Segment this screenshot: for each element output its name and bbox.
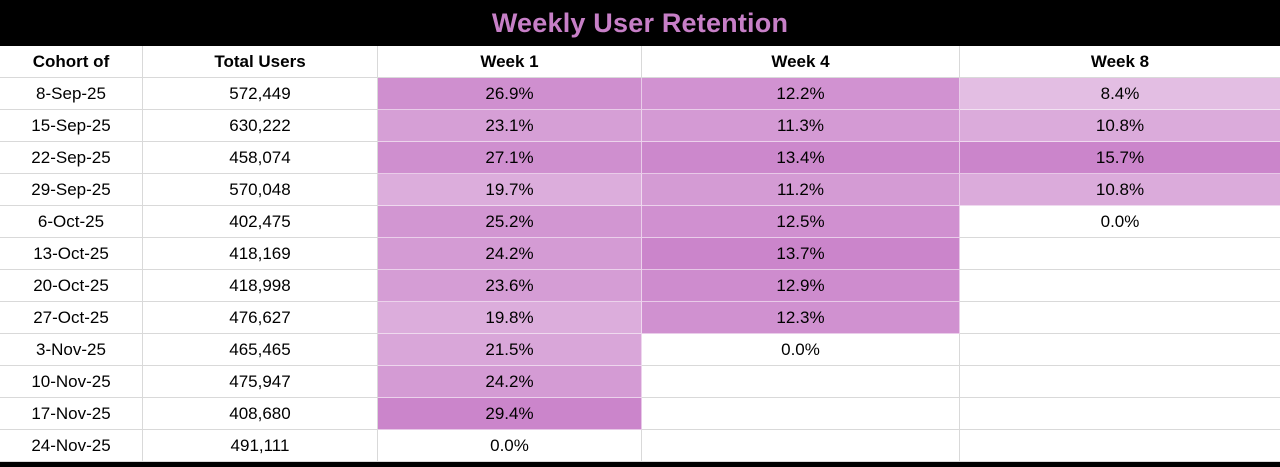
table-row: 8-Sep-25 572,449 26.9% 12.2% 8.4% xyxy=(0,78,1280,110)
cell-week4-retention: 12.2% xyxy=(642,78,960,110)
cell-cohort-date: 15-Sep-25 xyxy=(0,110,143,142)
cell-total-users: 465,465 xyxy=(143,334,378,366)
cell-total-users: 570,048 xyxy=(143,174,378,206)
cell-week8-retention xyxy=(960,430,1280,462)
cell-week1-retention: 25.2% xyxy=(378,206,642,238)
cell-week1-retention: 19.7% xyxy=(378,174,642,206)
column-header-week-1: Week 1 xyxy=(378,46,642,78)
cell-total-users: 458,074 xyxy=(143,142,378,174)
cell-week1-retention: 24.2% xyxy=(378,366,642,398)
table-row: 27-Oct-25 476,627 19.8% 12.3% xyxy=(0,302,1280,334)
cell-cohort-date: 13-Oct-25 xyxy=(0,238,143,270)
cell-week4-retention: 12.5% xyxy=(642,206,960,238)
table-header-row: Cohort of Total Users Week 1 Week 4 Week 8 xyxy=(0,46,1280,78)
cell-cohort-date: 3-Nov-25 xyxy=(0,334,143,366)
table-row: 15-Sep-25 630,222 23.1% 11.3% 10.8% xyxy=(0,110,1280,142)
cell-cohort-date: 10-Nov-25 xyxy=(0,366,143,398)
cell-total-users: 491,111 xyxy=(143,430,378,462)
table-title: Weekly User Retention xyxy=(491,7,789,38)
cell-cohort-date: 20-Oct-25 xyxy=(0,270,143,302)
cell-total-users: 418,998 xyxy=(143,270,378,302)
cell-cohort-date: 6-Oct-25 xyxy=(0,206,143,238)
bottom-black-bar xyxy=(0,462,1280,467)
table-body: 8-Sep-25 572,449 26.9% 12.2% 8.4% 15-Sep-25 63… xyxy=(0,78,1280,462)
table-row: 24-Nov-25 491,111 0.0% xyxy=(0,430,1280,462)
cell-week1-retention: 23.6% xyxy=(378,270,642,302)
cell-total-users: 475,947 xyxy=(143,366,378,398)
column-header-cohort-of: Cohort of xyxy=(0,46,143,78)
cell-week4-retention: 13.4% xyxy=(642,142,960,174)
cell-week8-retention xyxy=(960,334,1280,366)
cell-week1-retention: 24.2% xyxy=(378,238,642,270)
cell-cohort-date: 22-Sep-25 xyxy=(0,142,143,174)
cell-week8-retention xyxy=(960,238,1280,270)
cell-total-users: 418,169 xyxy=(143,238,378,270)
cell-week4-retention xyxy=(642,398,960,430)
table-row: 17-Nov-25 408,680 29.4% xyxy=(0,398,1280,430)
cell-week4-retention: 0.0% xyxy=(642,334,960,366)
table-row: 20-Oct-25 418,998 23.6% 12.9% xyxy=(0,270,1280,302)
cell-week1-retention: 27.1% xyxy=(378,142,642,174)
column-header-total-users: Total Users xyxy=(143,46,378,78)
cell-total-users: 402,475 xyxy=(143,206,378,238)
cell-week8-retention: 10.8% xyxy=(960,110,1280,142)
cell-week1-retention: 29.4% xyxy=(378,398,642,430)
cell-week8-retention: 15.7% xyxy=(960,142,1280,174)
column-header-week-4: Week 4 xyxy=(642,46,960,78)
cell-total-users: 572,449 xyxy=(143,78,378,110)
cell-week4-retention: 11.3% xyxy=(642,110,960,142)
cell-cohort-date: 27-Oct-25 xyxy=(0,302,143,334)
cell-week4-retention: 11.2% xyxy=(642,174,960,206)
cell-week4-retention xyxy=(642,366,960,398)
column-header-week-8: Week 8 xyxy=(960,46,1280,78)
cell-cohort-date: 24-Nov-25 xyxy=(0,430,143,462)
cell-week8-retention: 10.8% xyxy=(960,174,1280,206)
cell-total-users: 408,680 xyxy=(143,398,378,430)
table-row: 3-Nov-25 465,465 21.5% 0.0% xyxy=(0,334,1280,366)
cell-week4-retention: 13.7% xyxy=(642,238,960,270)
cell-week8-retention xyxy=(960,398,1280,430)
table-row: 29-Sep-25 570,048 19.7% 11.2% 10.8% xyxy=(0,174,1280,206)
cell-cohort-date: 29-Sep-25 xyxy=(0,174,143,206)
cell-week1-retention: 19.8% xyxy=(378,302,642,334)
table-row: 6-Oct-25 402,475 25.2% 12.5% 0.0% xyxy=(0,206,1280,238)
cell-total-users: 630,222 xyxy=(143,110,378,142)
cell-week8-retention xyxy=(960,270,1280,302)
table-row: 13-Oct-25 418,169 24.2% 13.7% xyxy=(0,238,1280,270)
cell-week8-retention: 8.4% xyxy=(960,78,1280,110)
cell-week8-retention: 0.0% xyxy=(960,206,1280,238)
cell-cohort-date: 8-Sep-25 xyxy=(0,78,143,110)
cell-week1-retention: 26.9% xyxy=(378,78,642,110)
cell-week1-retention: 21.5% xyxy=(378,334,642,366)
cell-week4-retention: 12.3% xyxy=(642,302,960,334)
table-row: 10-Nov-25 475,947 24.2% xyxy=(0,366,1280,398)
cell-week1-retention: 0.0% xyxy=(378,430,642,462)
cell-week4-retention xyxy=(642,430,960,462)
table-row: 22-Sep-25 458,074 27.1% 13.4% 15.7% xyxy=(0,142,1280,174)
cell-cohort-date: 17-Nov-25 xyxy=(0,398,143,430)
cell-total-users: 476,627 xyxy=(143,302,378,334)
cell-week8-retention xyxy=(960,366,1280,398)
cell-week4-retention: 12.9% xyxy=(642,270,960,302)
table-title-bar: Weekly User Retention xyxy=(0,0,1280,46)
cell-week8-retention xyxy=(960,302,1280,334)
cell-week1-retention: 23.1% xyxy=(378,110,642,142)
